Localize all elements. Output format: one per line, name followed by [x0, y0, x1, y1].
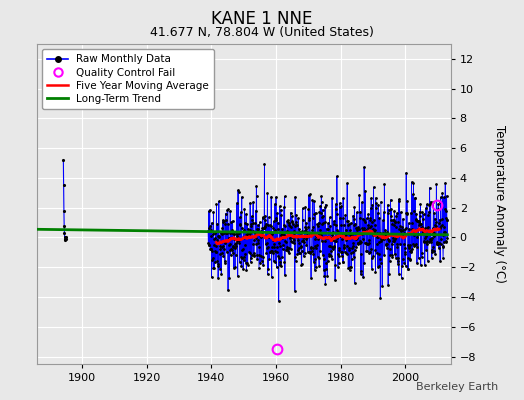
- Text: Berkeley Earth: Berkeley Earth: [416, 382, 498, 392]
- Legend: Raw Monthly Data, Quality Control Fail, Five Year Moving Average, Long-Term Tren: Raw Monthly Data, Quality Control Fail, …: [42, 49, 214, 109]
- Text: KANE 1 NNE: KANE 1 NNE: [211, 10, 313, 28]
- Y-axis label: Temperature Anomaly (°C): Temperature Anomaly (°C): [493, 125, 506, 283]
- Text: 41.677 N, 78.804 W (United States): 41.677 N, 78.804 W (United States): [150, 26, 374, 39]
